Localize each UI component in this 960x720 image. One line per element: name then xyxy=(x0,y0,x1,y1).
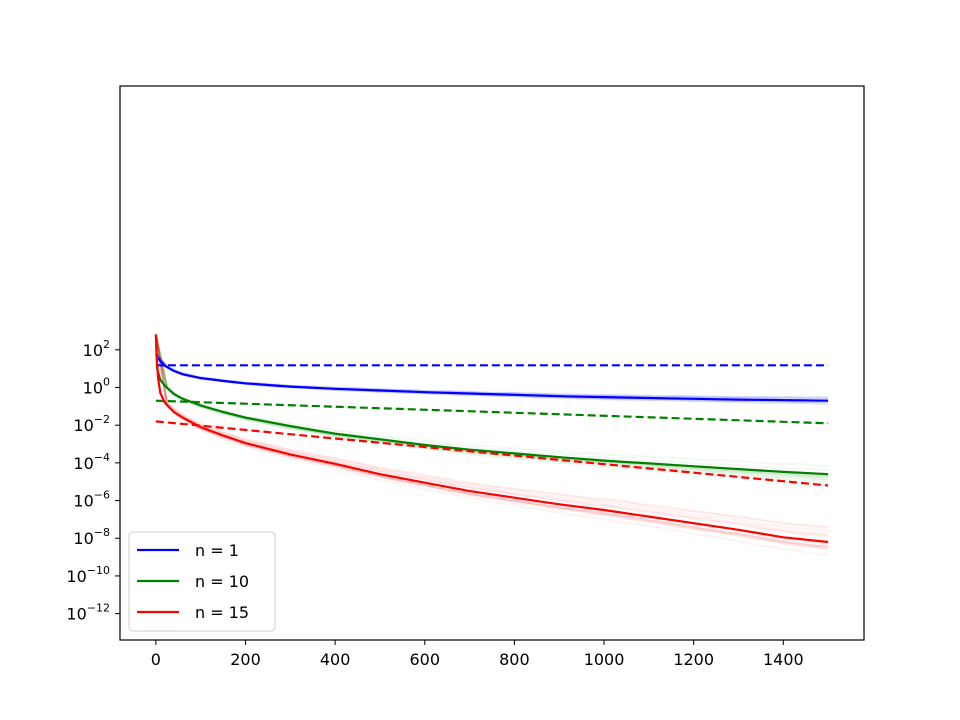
legend-label: n = 10 xyxy=(195,572,249,591)
faint-trace xyxy=(154,332,829,529)
y-tick-label: 10−12 xyxy=(66,602,110,624)
x-tick-label: 0 xyxy=(151,650,161,669)
legend-label: n = 1 xyxy=(195,541,239,560)
y-axis: 102 100 10−2 10−4 10−6 10−8 10−10 10−12 xyxy=(66,338,120,624)
series-line-3-dashed xyxy=(155,399,829,425)
plot-area xyxy=(154,332,829,556)
x-tick-label: 1000 xyxy=(584,650,625,669)
x-axis: 0 200 400 600 800 1000 1200 1400 xyxy=(151,640,804,669)
y-tick-label: 10−6 xyxy=(73,489,110,511)
faint-trace xyxy=(154,335,829,485)
faint-trace xyxy=(154,335,829,548)
faint-trace xyxy=(154,333,829,533)
faint-trace xyxy=(154,335,829,548)
series-lines xyxy=(154,334,829,544)
x-tick-label: 200 xyxy=(230,650,261,669)
x-tick-label: 400 xyxy=(320,650,351,669)
y-tick-label: 10−2 xyxy=(73,413,110,435)
y-tick-label: 10−4 xyxy=(73,451,110,473)
y-tick-label: 10−8 xyxy=(73,526,110,548)
faint-trace xyxy=(154,335,829,550)
faint-trace xyxy=(154,336,829,556)
x-tick-label: 800 xyxy=(499,650,530,669)
x-tick-label: 600 xyxy=(409,650,440,669)
faint-trace xyxy=(154,335,829,548)
faint-trace xyxy=(154,333,829,538)
legend-label: n = 15 xyxy=(195,603,249,622)
series-line-5-dashed xyxy=(155,420,829,487)
legend-box xyxy=(128,531,276,632)
series-line-0 xyxy=(154,353,829,402)
faint-trace xyxy=(155,352,829,400)
faint-trace xyxy=(154,333,829,536)
legend: n = 1 n = 10 n = 15 xyxy=(128,531,276,632)
series-line-2 xyxy=(154,334,829,476)
faint-trace xyxy=(154,333,829,536)
faint-trace xyxy=(154,333,829,467)
faint-trace xyxy=(155,352,829,400)
faint-trace xyxy=(154,335,829,551)
axes-frame xyxy=(119,85,865,641)
x-tick-label: 1400 xyxy=(763,650,804,669)
series-line-4 xyxy=(154,334,829,544)
y-tick-label: 100 xyxy=(83,375,110,397)
faint-trace xyxy=(155,351,829,399)
y-tick-label: 10−10 xyxy=(66,564,110,586)
faint-trace xyxy=(154,332,829,528)
faint-trace xyxy=(154,335,829,482)
faint-trace xyxy=(155,352,829,399)
x-tick-label: 1200 xyxy=(673,650,714,669)
y-tick-label: 102 xyxy=(83,338,110,360)
